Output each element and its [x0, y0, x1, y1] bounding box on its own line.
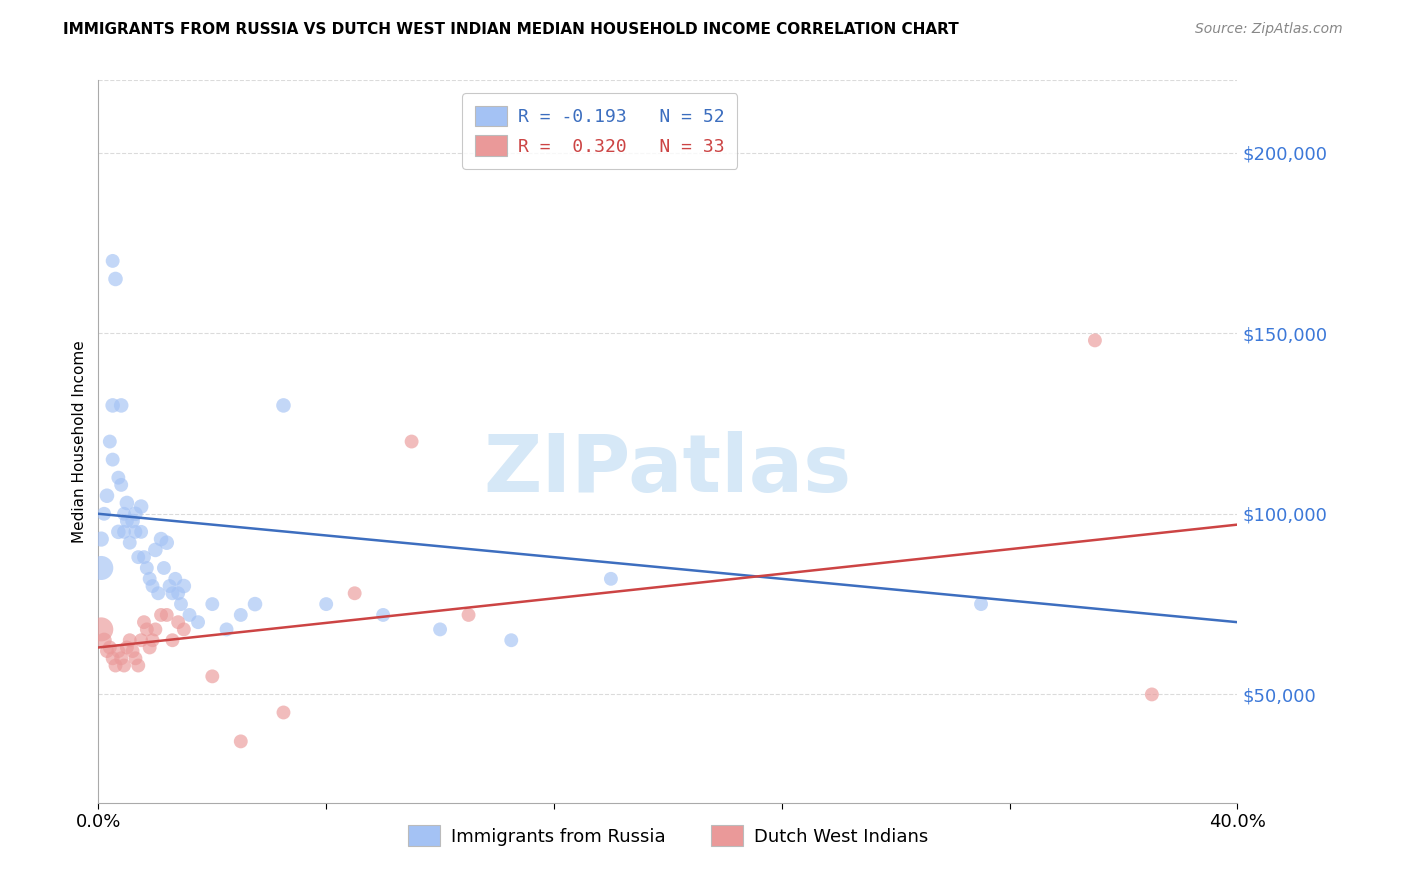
Point	[273, 706, 295, 720]
Point	[600, 572, 623, 586]
Text: ZIPatlas: ZIPatlas	[484, 432, 852, 509]
Point	[98, 640, 121, 655]
Point	[118, 535, 141, 549]
Point	[141, 633, 163, 648]
Point	[156, 535, 179, 549]
Point	[129, 524, 152, 539]
Point	[457, 607, 479, 622]
Point	[118, 633, 141, 648]
Point	[167, 586, 190, 600]
Point	[127, 550, 149, 565]
Point	[101, 253, 124, 268]
Point	[110, 651, 132, 665]
Point	[90, 623, 112, 637]
Point	[138, 640, 160, 655]
Point	[150, 532, 173, 546]
Point	[429, 623, 451, 637]
Point	[179, 607, 201, 622]
Point	[90, 561, 112, 575]
Point	[121, 514, 143, 528]
Point	[150, 607, 173, 622]
Point	[124, 507, 146, 521]
Text: Source: ZipAtlas.com: Source: ZipAtlas.com	[1195, 22, 1343, 37]
Point	[90, 532, 112, 546]
Y-axis label: Median Household Income: Median Household Income	[72, 340, 87, 543]
Point	[501, 633, 523, 648]
Point	[1140, 687, 1163, 701]
Point	[159, 579, 181, 593]
Text: IMMIGRANTS FROM RUSSIA VS DUTCH WEST INDIAN MEDIAN HOUSEHOLD INCOME CORRELATION : IMMIGRANTS FROM RUSSIA VS DUTCH WEST IND…	[63, 22, 959, 37]
Point	[401, 434, 423, 449]
Point	[101, 651, 124, 665]
Point	[135, 623, 157, 637]
Point	[165, 572, 187, 586]
Point	[215, 623, 238, 637]
Point	[112, 658, 135, 673]
Point	[156, 607, 179, 622]
Point	[124, 524, 146, 539]
Point	[162, 633, 184, 648]
Point	[132, 550, 155, 565]
Point	[107, 644, 129, 658]
Point	[141, 579, 163, 593]
Point	[373, 607, 395, 622]
Point	[135, 561, 157, 575]
Point	[1084, 334, 1107, 348]
Point	[145, 623, 167, 637]
Point	[107, 470, 129, 484]
Point	[98, 434, 121, 449]
Point	[127, 658, 149, 673]
Point	[148, 586, 170, 600]
Point	[173, 579, 195, 593]
Point	[129, 633, 152, 648]
Point	[107, 524, 129, 539]
Point	[115, 514, 138, 528]
Point	[104, 272, 127, 286]
Point	[153, 561, 176, 575]
Point	[121, 644, 143, 658]
Legend: Immigrants from Russia, Dutch West Indians: Immigrants from Russia, Dutch West India…	[395, 813, 941, 859]
Point	[104, 658, 127, 673]
Point	[173, 623, 195, 637]
Point	[145, 542, 167, 557]
Point	[112, 507, 135, 521]
Point	[96, 489, 118, 503]
Point	[315, 597, 337, 611]
Point	[132, 615, 155, 630]
Point	[115, 640, 138, 655]
Point	[110, 478, 132, 492]
Point	[101, 398, 124, 412]
Point	[124, 651, 146, 665]
Point	[170, 597, 193, 611]
Point	[93, 507, 115, 521]
Point	[243, 597, 266, 611]
Point	[138, 572, 160, 586]
Point	[201, 669, 224, 683]
Point	[167, 615, 190, 630]
Point	[343, 586, 366, 600]
Point	[201, 597, 224, 611]
Point	[187, 615, 209, 630]
Point	[110, 398, 132, 412]
Point	[129, 500, 152, 514]
Point	[96, 644, 118, 658]
Point	[162, 586, 184, 600]
Point	[229, 734, 252, 748]
Point	[112, 524, 135, 539]
Point	[229, 607, 252, 622]
Point	[970, 597, 993, 611]
Point	[273, 398, 295, 412]
Point	[101, 452, 124, 467]
Point	[115, 496, 138, 510]
Point	[93, 633, 115, 648]
